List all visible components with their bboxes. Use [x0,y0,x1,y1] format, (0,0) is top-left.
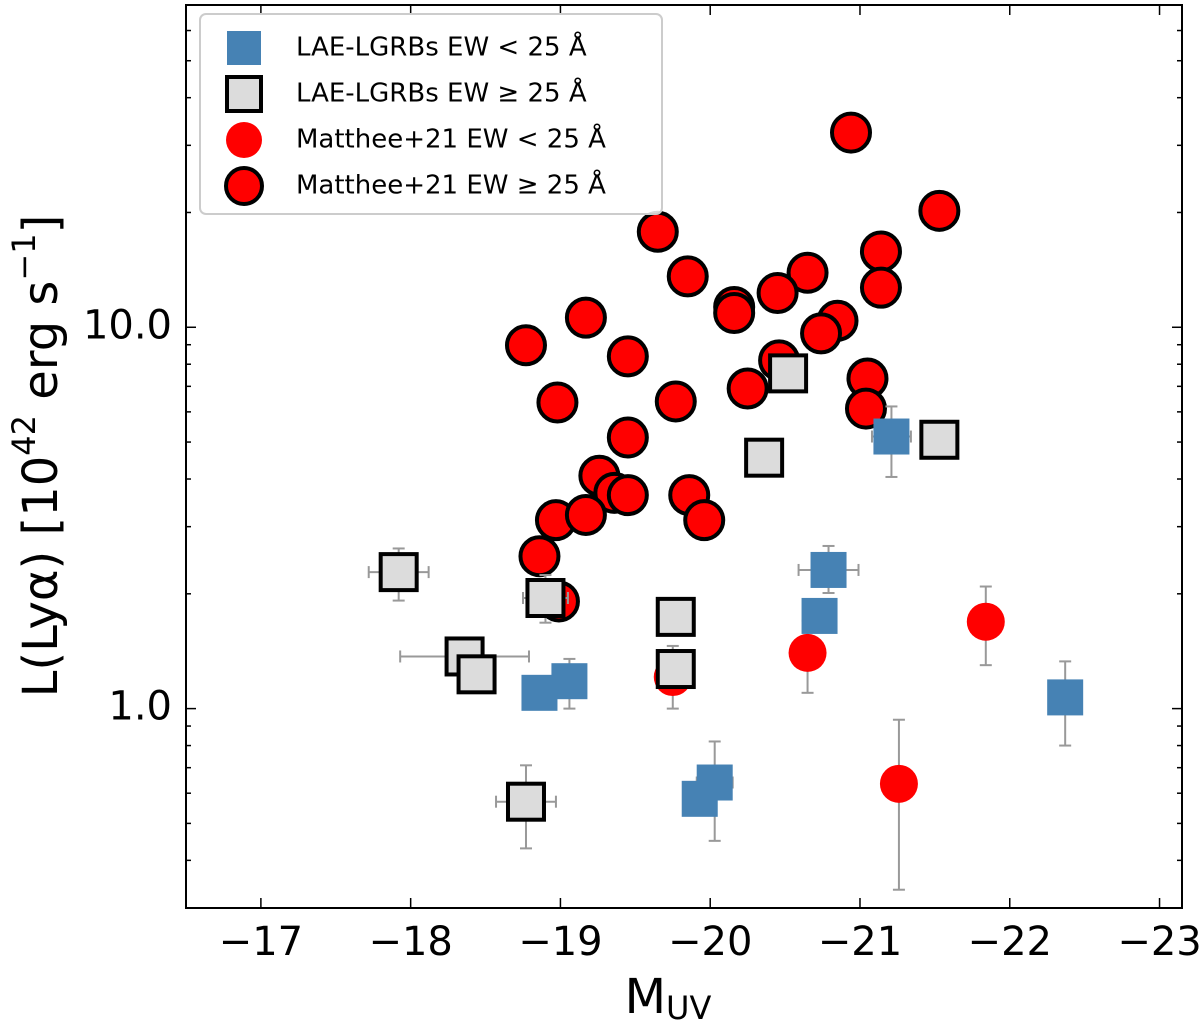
square-marker [525,578,566,619]
x-axis-label: MUV [625,969,712,1026]
square-marker [456,654,497,695]
circle-marker [606,335,649,378]
circle-marker [606,416,649,459]
square-marker [681,780,718,817]
square-marker [801,597,838,634]
square-marker [655,596,696,637]
x-tick-label: −23 [1117,919,1200,965]
square-marker [768,353,809,394]
circle-marker [536,381,579,424]
circle-marker [786,251,829,294]
x-tick-label: −21 [818,919,902,965]
square-marker [873,418,910,455]
square-marker [505,781,546,822]
circle-marker [683,499,726,542]
x-tick-label: −19 [518,919,602,965]
circle-marker [829,111,872,154]
circle-marker [966,602,1005,641]
square-marker [744,437,785,478]
circle-marker [606,474,649,517]
circle-marker [844,387,887,430]
circle-marker [713,291,756,334]
circle-marker [564,296,607,339]
square-marker [521,674,558,711]
square-marker [655,649,696,690]
circle-marker [726,367,769,410]
circle-marker [666,255,709,298]
y-tick-label: 10.0 [83,302,172,348]
square-marker [810,551,847,588]
y-label-part: ] [13,215,69,234]
circle-marker [918,189,961,232]
legend-label: LAE-LGRBs EW < 25 Å [296,31,587,63]
y-tick-label: 1.0 [108,684,172,730]
circle-marker [879,764,918,803]
circle-marker [859,266,902,309]
circle-marker [226,122,262,158]
square-marker [225,75,263,113]
circle-marker [800,312,843,355]
legend-label: Matthee+21 EW ≥ 25 Å [296,169,606,201]
square-marker [919,419,960,460]
x-tick-label: −18 [368,919,452,965]
circle-marker [504,324,547,367]
circle-marker [859,230,902,273]
x-tick-label: −20 [668,919,752,965]
circle-marker [788,633,827,672]
x-label-sub: UV [666,989,711,1026]
circle-marker [518,535,561,578]
legend-label: LAE-LGRBs EW ≥ 25 Å [296,77,587,109]
legend-box [199,13,663,215]
circle-marker [224,166,264,206]
square-marker [1047,679,1084,716]
y-label-part: −1 [5,233,43,280]
square-marker [378,552,419,593]
x-label-main: M [625,969,666,1025]
plot-frame [185,4,1183,909]
y-label-part: 42 [5,415,43,456]
circle-marker [654,380,697,423]
circle-marker [564,493,607,536]
circle-marker [636,210,679,253]
y-axis-label: L(Lyα) [1042 erg s−1] [5,215,69,698]
legend-label: Matthee+21 EW < 25 Å [296,123,606,155]
y-label-part: L(Lyα) [10 [13,456,69,698]
square-marker [227,31,261,65]
circle-marker [756,271,799,314]
x-tick-label: −17 [219,919,303,965]
y-label-part: erg s [13,281,69,415]
x-tick-label: −22 [968,919,1052,965]
